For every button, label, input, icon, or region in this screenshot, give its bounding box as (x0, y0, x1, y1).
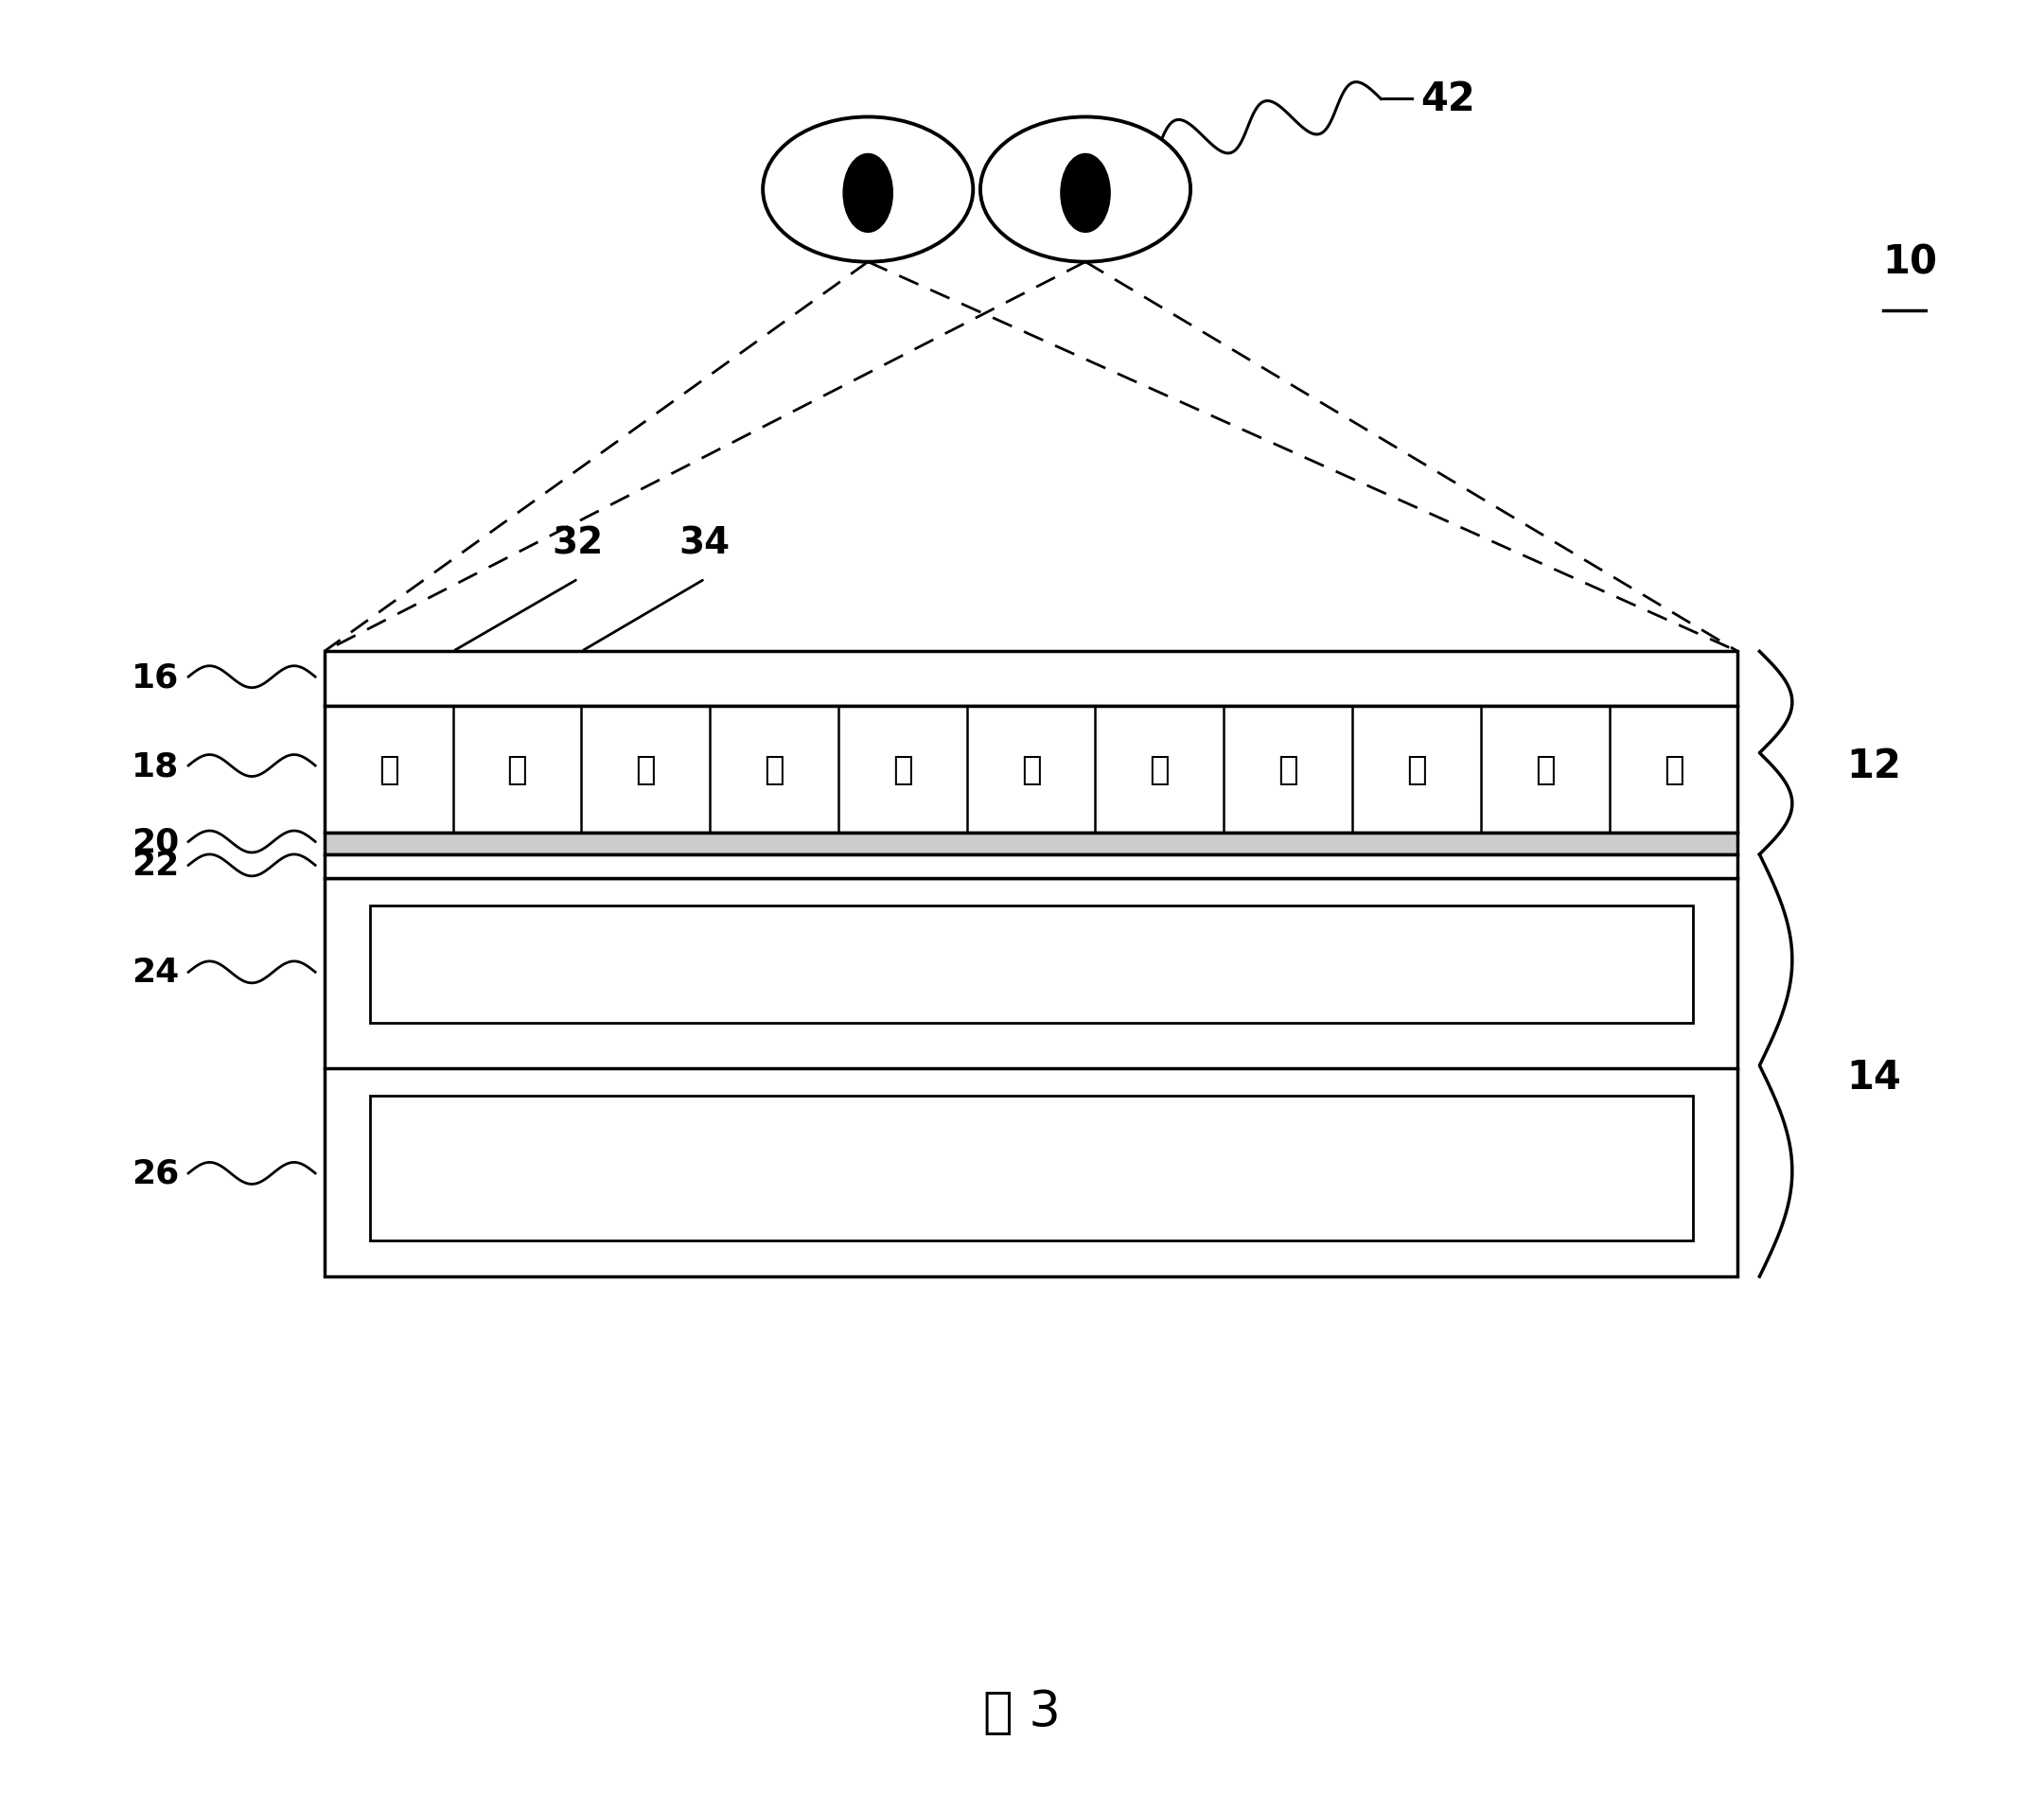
Text: 14: 14 (1846, 1058, 1901, 1097)
Text: 左: 左 (507, 753, 527, 786)
Text: 右: 右 (1406, 753, 1427, 786)
Ellipse shape (842, 154, 893, 234)
Text: 20: 20 (131, 826, 180, 858)
Text: 图 3: 图 3 (983, 1686, 1061, 1737)
Text: 10: 10 (1883, 243, 1938, 283)
Ellipse shape (762, 118, 973, 263)
Text: 26: 26 (131, 1157, 180, 1190)
Bar (370, 906, 1692, 1023)
Text: 右: 右 (378, 753, 399, 786)
Bar (370, 1096, 1692, 1241)
Text: 22: 22 (131, 849, 180, 882)
Text: 左: 左 (1535, 753, 1555, 786)
Text: 12: 12 (1846, 746, 1901, 786)
Bar (325, 652, 1737, 706)
Ellipse shape (981, 118, 1190, 263)
Text: 34: 34 (679, 525, 730, 561)
Bar (325, 706, 1737, 833)
Text: 右: 右 (636, 753, 656, 786)
Text: 右: 右 (893, 753, 914, 786)
Text: 42: 42 (1421, 80, 1476, 120)
Text: 18: 18 (131, 750, 180, 782)
Text: 32: 32 (552, 525, 603, 561)
Bar (325, 833, 1737, 855)
Text: 右: 右 (1149, 753, 1169, 786)
Text: 左: 左 (1020, 753, 1040, 786)
Bar (325, 878, 1737, 1277)
Bar (325, 855, 1737, 878)
Text: 左: 左 (1278, 753, 1298, 786)
Ellipse shape (1061, 154, 1110, 234)
Text: 24: 24 (131, 956, 180, 989)
Text: 16: 16 (131, 661, 180, 694)
Text: 左: 左 (764, 753, 785, 786)
Text: 右: 右 (1664, 753, 1684, 786)
